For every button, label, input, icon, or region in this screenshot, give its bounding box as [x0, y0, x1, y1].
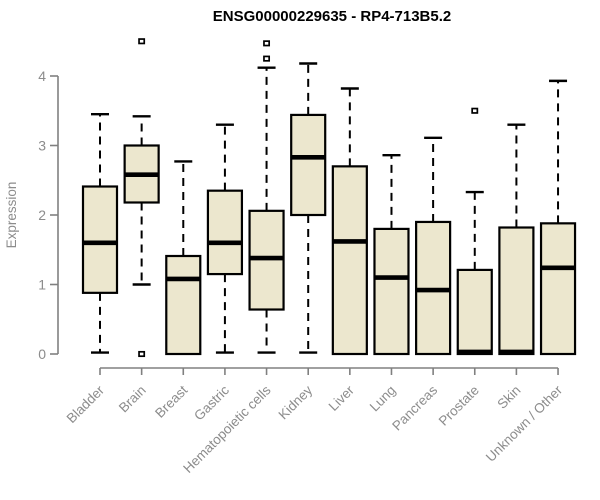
x-label-prostate: Prostate [436, 383, 482, 429]
box-lung [373, 227, 410, 356]
x-label-lung: Lung [367, 383, 399, 415]
y-tick-label-0: 0 [38, 346, 46, 362]
x-label-breast: Breast [152, 382, 190, 420]
chart-title: ENSG00000229635 - RP4-713B5.2 [213, 8, 452, 25]
box-liver [331, 165, 368, 356]
y-axis-label: Expression [4, 182, 19, 249]
x-label-unknown-other: Unknown / Other [483, 382, 566, 465]
x-label-liver: Liver [326, 382, 358, 414]
box-skin [498, 226, 535, 356]
box-unknown-other [539, 222, 577, 356]
box-gastric [206, 189, 244, 276]
outlier-hematopoietic-cells-1 [263, 55, 271, 62]
x-label-brain: Brain [116, 383, 149, 416]
y-tick-label-1: 1 [38, 277, 46, 293]
x-label-pancreas: Pancreas [389, 382, 440, 433]
outlier-hematopoietic-cells-0 [263, 40, 271, 47]
box-bladder [81, 185, 119, 294]
box-kidney [290, 113, 327, 217]
box-prostate [456, 268, 493, 356]
x-label-kidney: Kidney [276, 382, 316, 422]
y-tick-label-3: 3 [38, 138, 46, 154]
outlier-brain-0 [138, 38, 146, 45]
y-tick-label-2: 2 [38, 207, 46, 223]
y-tick-label-4: 4 [38, 68, 46, 84]
x-label-skin: Skin [494, 383, 523, 412]
outlier-brain-1 [138, 350, 146, 358]
x-label-bladder: Bladder [64, 382, 108, 426]
x-label-gastric: Gastric [191, 382, 232, 423]
box-breast [165, 254, 202, 356]
outlier-prostate-0 [471, 107, 479, 114]
